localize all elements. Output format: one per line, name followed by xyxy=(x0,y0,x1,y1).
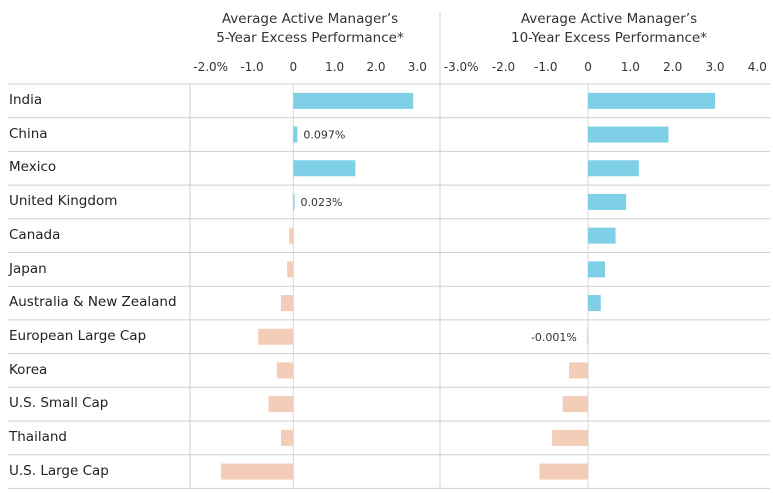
x-tick-label: 4.0 xyxy=(748,60,767,74)
x-tick-label: 0 xyxy=(584,60,592,74)
data-label: -0.001% xyxy=(531,331,577,344)
bar xyxy=(562,396,589,413)
x-tick-label: -2.0 xyxy=(492,60,515,74)
bar xyxy=(569,362,589,379)
bar xyxy=(588,126,669,143)
category-label: U.S. Small Cap xyxy=(9,395,109,412)
x-tick-label: 1.0 xyxy=(621,60,640,74)
bar xyxy=(552,429,589,446)
bar xyxy=(588,92,715,109)
bar xyxy=(268,396,294,413)
bar xyxy=(280,429,294,446)
category-label: Mexico xyxy=(9,159,57,176)
category-label: India xyxy=(9,92,43,108)
category-label: Australia & New Zealand xyxy=(9,294,177,311)
bar xyxy=(588,227,616,244)
bar xyxy=(588,261,605,278)
bar xyxy=(588,160,639,177)
bar xyxy=(586,328,589,345)
category-label: Japan xyxy=(9,260,47,277)
bar xyxy=(588,193,627,210)
chart-title-line-1: Average Active Manager’s xyxy=(520,11,698,27)
category-label: United Kingdom xyxy=(9,193,118,210)
bar xyxy=(276,362,294,379)
x-tick-label: -3.0% xyxy=(444,60,479,74)
x-tick-label: 2.0 xyxy=(366,60,385,74)
x-tick-label: 3.0 xyxy=(408,60,427,74)
bar xyxy=(588,295,601,312)
chart-title-line-2: 5-Year Excess Performance* xyxy=(216,30,404,46)
bar xyxy=(293,193,295,210)
bar xyxy=(221,463,294,480)
category-label: Canada xyxy=(9,226,61,243)
category-label: Thailand xyxy=(9,429,67,445)
category-label: U.S. Large Cap xyxy=(9,462,109,479)
bar xyxy=(293,160,356,177)
x-tick-label: -1.0 xyxy=(534,60,557,74)
bar xyxy=(539,463,589,480)
category-label: European Large Cap xyxy=(9,327,147,344)
bar xyxy=(280,295,294,312)
bar xyxy=(289,227,294,244)
x-tick-label: 2.0 xyxy=(663,60,682,74)
category-label: China xyxy=(9,125,48,142)
data-label: 0.097% xyxy=(303,129,345,142)
bar xyxy=(287,261,294,278)
chart-title-line-1: Average Active Manager’s xyxy=(221,11,399,27)
x-tick-label: 0 xyxy=(290,60,298,74)
x-tick-label: 3.0 xyxy=(705,60,724,74)
x-tick-label: 1.0 xyxy=(325,60,344,74)
category-label: Korea xyxy=(9,361,48,378)
bar xyxy=(293,92,414,109)
data-label: 0.023% xyxy=(301,196,343,209)
chart-title-5-year: Average Active Manager’s 5-Year Excess P… xyxy=(190,10,430,48)
x-tick-label: -2.0% xyxy=(193,60,228,74)
x-tick-label: -1.0 xyxy=(240,60,263,74)
bar xyxy=(293,126,298,143)
bar xyxy=(258,328,294,345)
chart-title-line-2: 10-Year Excess Performance* xyxy=(511,30,707,46)
chart-title-10-year: Average Active Manager’s 10-Year Excess … xyxy=(450,10,768,48)
